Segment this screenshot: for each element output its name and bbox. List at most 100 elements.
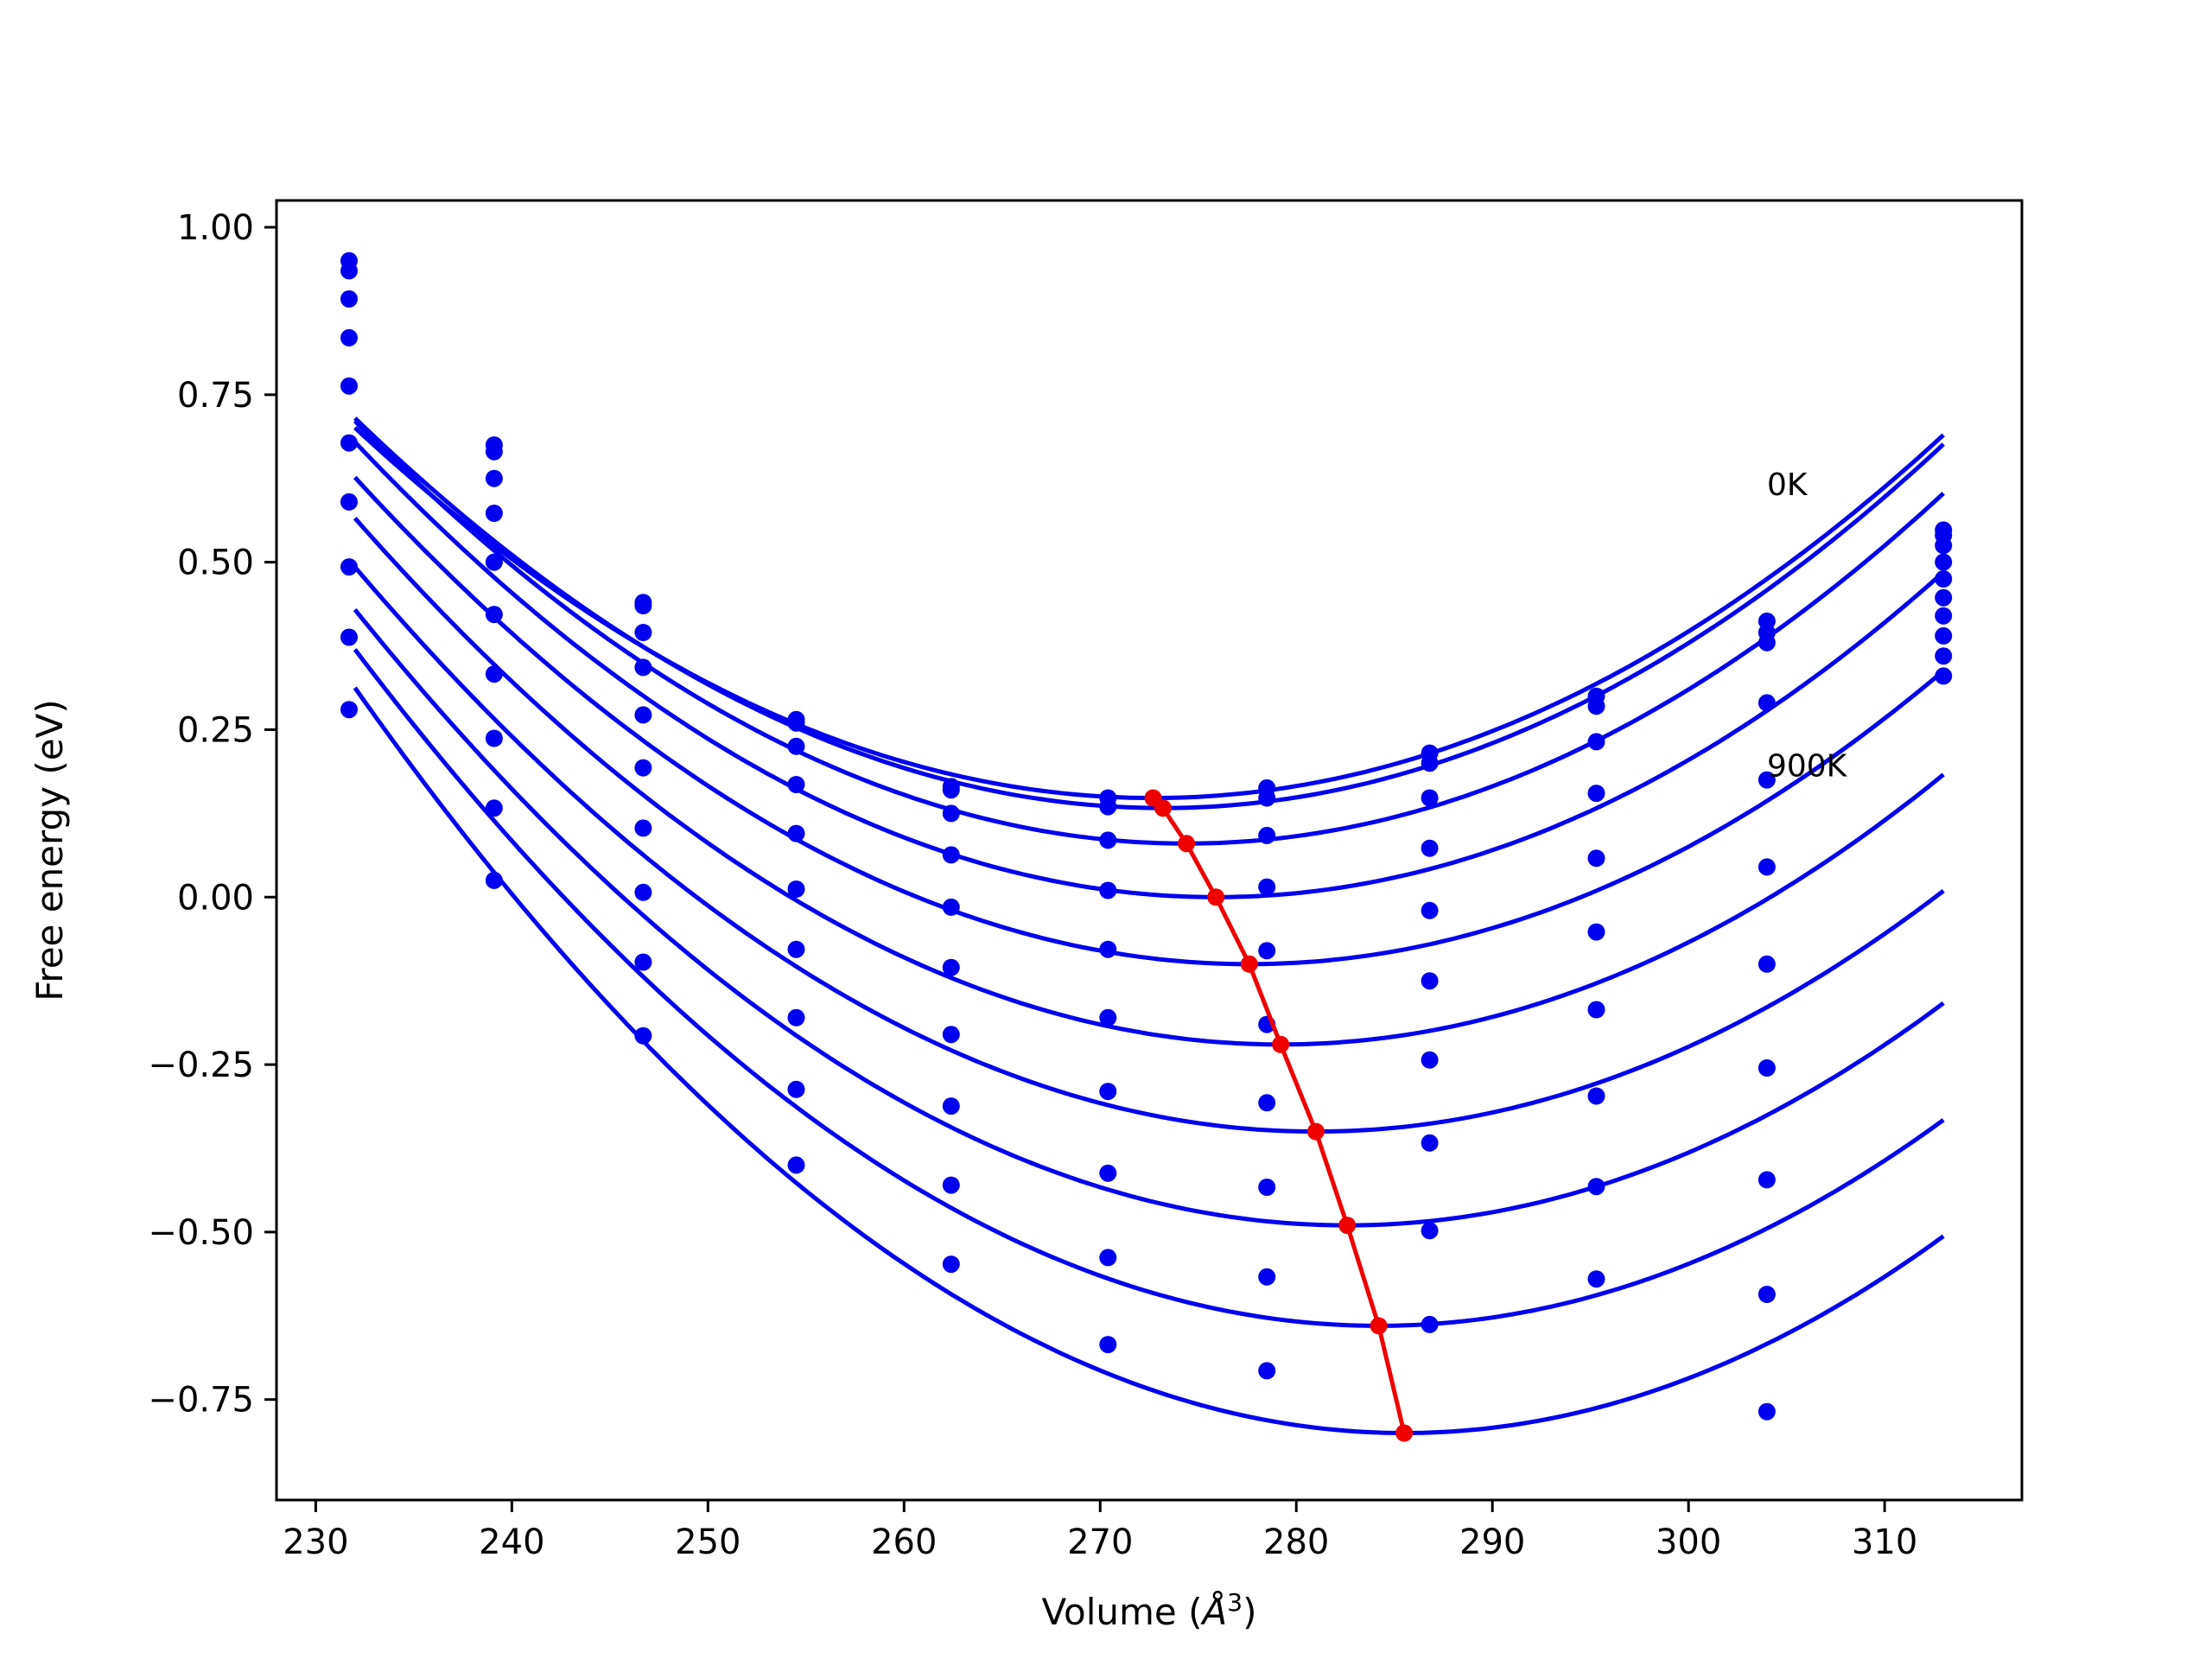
data-point: [1935, 537, 1953, 555]
data-point: [1587, 1001, 1605, 1019]
data-point: [634, 1027, 652, 1045]
data-point: [340, 328, 358, 346]
data-point: [1421, 972, 1439, 990]
fit-curves: [353, 416, 1945, 1436]
x-tick-label: 230: [283, 1522, 348, 1562]
data-point: [1935, 626, 1953, 645]
data-point: [1587, 733, 1605, 751]
data-point: [1587, 785, 1605, 803]
fit-curve-5: [353, 517, 1945, 1047]
data-point: [1258, 1094, 1276, 1112]
x-tick-label: 260: [871, 1522, 937, 1562]
data-point: [1258, 826, 1276, 844]
data-point: [787, 714, 805, 732]
data-point: [942, 846, 960, 864]
data-point: [1421, 1315, 1439, 1333]
plot-frame: [275, 199, 2024, 1502]
data-point: [485, 606, 503, 624]
data-point: [1421, 1134, 1439, 1152]
data-point: [340, 377, 358, 395]
data-point: [485, 871, 503, 889]
data-point: [1258, 1179, 1276, 1196]
y-tick-label: −0.25: [148, 1046, 254, 1085]
data-point: [1421, 839, 1439, 857]
data-point: [485, 505, 503, 522]
x-tick-label: 280: [1263, 1522, 1329, 1562]
data-point: [942, 958, 960, 976]
data-point: [634, 953, 652, 971]
data-point: [340, 701, 358, 719]
data-point: [787, 1008, 805, 1027]
data-point: [1099, 1008, 1117, 1027]
data-point: [1758, 1286, 1776, 1303]
data-point: [942, 1255, 960, 1274]
x-axis-label-exponent: 3: [1227, 1588, 1243, 1617]
data-point: [1099, 1336, 1117, 1354]
data-point: [942, 1026, 960, 1044]
x-axis-label: Volume (Å3): [1042, 1588, 1257, 1633]
data-point: [1758, 858, 1776, 876]
data-point: [1935, 570, 1953, 588]
minimum-point: [1272, 1035, 1290, 1053]
data-point: [485, 469, 503, 487]
data-points: [340, 251, 1953, 1421]
data-point: [1099, 1249, 1117, 1267]
annotation-900k: 900K: [1767, 749, 1848, 785]
data-point: [485, 799, 503, 817]
x-axis-label-end: ): [1243, 1591, 1256, 1633]
data-point: [1421, 1051, 1439, 1069]
data-point: [340, 558, 358, 576]
x-axis-ticks: 230 240 250 260 270 280 290 300 310: [283, 1500, 1917, 1562]
data-point: [634, 819, 652, 837]
data-point: [1935, 588, 1953, 607]
data-point: [1758, 694, 1776, 712]
data-point: [1758, 1171, 1776, 1189]
data-point: [1758, 1402, 1776, 1421]
data-point: [485, 665, 503, 683]
x-tick-label: 270: [1067, 1522, 1133, 1562]
y-tick-label: 0.75: [177, 376, 254, 416]
data-point: [634, 624, 652, 641]
data-point: [1587, 923, 1605, 941]
minimum-point: [1240, 955, 1258, 973]
data-point: [634, 883, 652, 901]
data-point: [1099, 1083, 1117, 1101]
data-point: [1587, 1087, 1605, 1105]
data-point: [1258, 1362, 1276, 1380]
data-point: [1099, 831, 1117, 849]
data-point: [1099, 940, 1117, 958]
data-point: [1587, 1270, 1605, 1288]
data-point: [634, 759, 652, 777]
annotation-0k: 0K: [1767, 467, 1808, 503]
data-point: [1421, 901, 1439, 919]
x-tick-label: 250: [675, 1522, 741, 1562]
data-point: [1099, 1164, 1117, 1182]
y-tick-label: 0.50: [177, 543, 254, 583]
data-point: [1587, 849, 1605, 868]
minimum-point: [1306, 1122, 1325, 1141]
fit-curve-8: [353, 648, 1945, 1328]
y-axis-ticks: 1.00 0.75 0.50 0.25 0.00 −0.25 −0.50 −0.75: [148, 208, 276, 1421]
minimum-point: [1154, 799, 1172, 817]
data-point: [634, 597, 652, 614]
y-tick-label: −0.50: [148, 1213, 254, 1253]
data-point: [1758, 633, 1776, 652]
data-point: [340, 628, 358, 646]
minimum-point: [1395, 1424, 1414, 1442]
minimum-point: [1207, 888, 1225, 906]
data-point: [1421, 754, 1439, 772]
data-point: [942, 898, 960, 916]
x-tick-label: 300: [1656, 1522, 1721, 1562]
x-axis-label-unit: Å: [1200, 1590, 1228, 1633]
x-tick-label: 290: [1459, 1522, 1525, 1562]
fit-curve-9: [353, 686, 1945, 1436]
y-tick-label: 0.25: [177, 710, 254, 750]
y-axis-label: Free energy (eV): [29, 699, 71, 1001]
fit-curve-2: [353, 419, 1945, 846]
data-point: [1421, 1222, 1439, 1240]
data-point: [942, 1097, 960, 1116]
data-point: [634, 706, 652, 724]
data-point: [1258, 942, 1276, 960]
data-point: [787, 776, 805, 793]
